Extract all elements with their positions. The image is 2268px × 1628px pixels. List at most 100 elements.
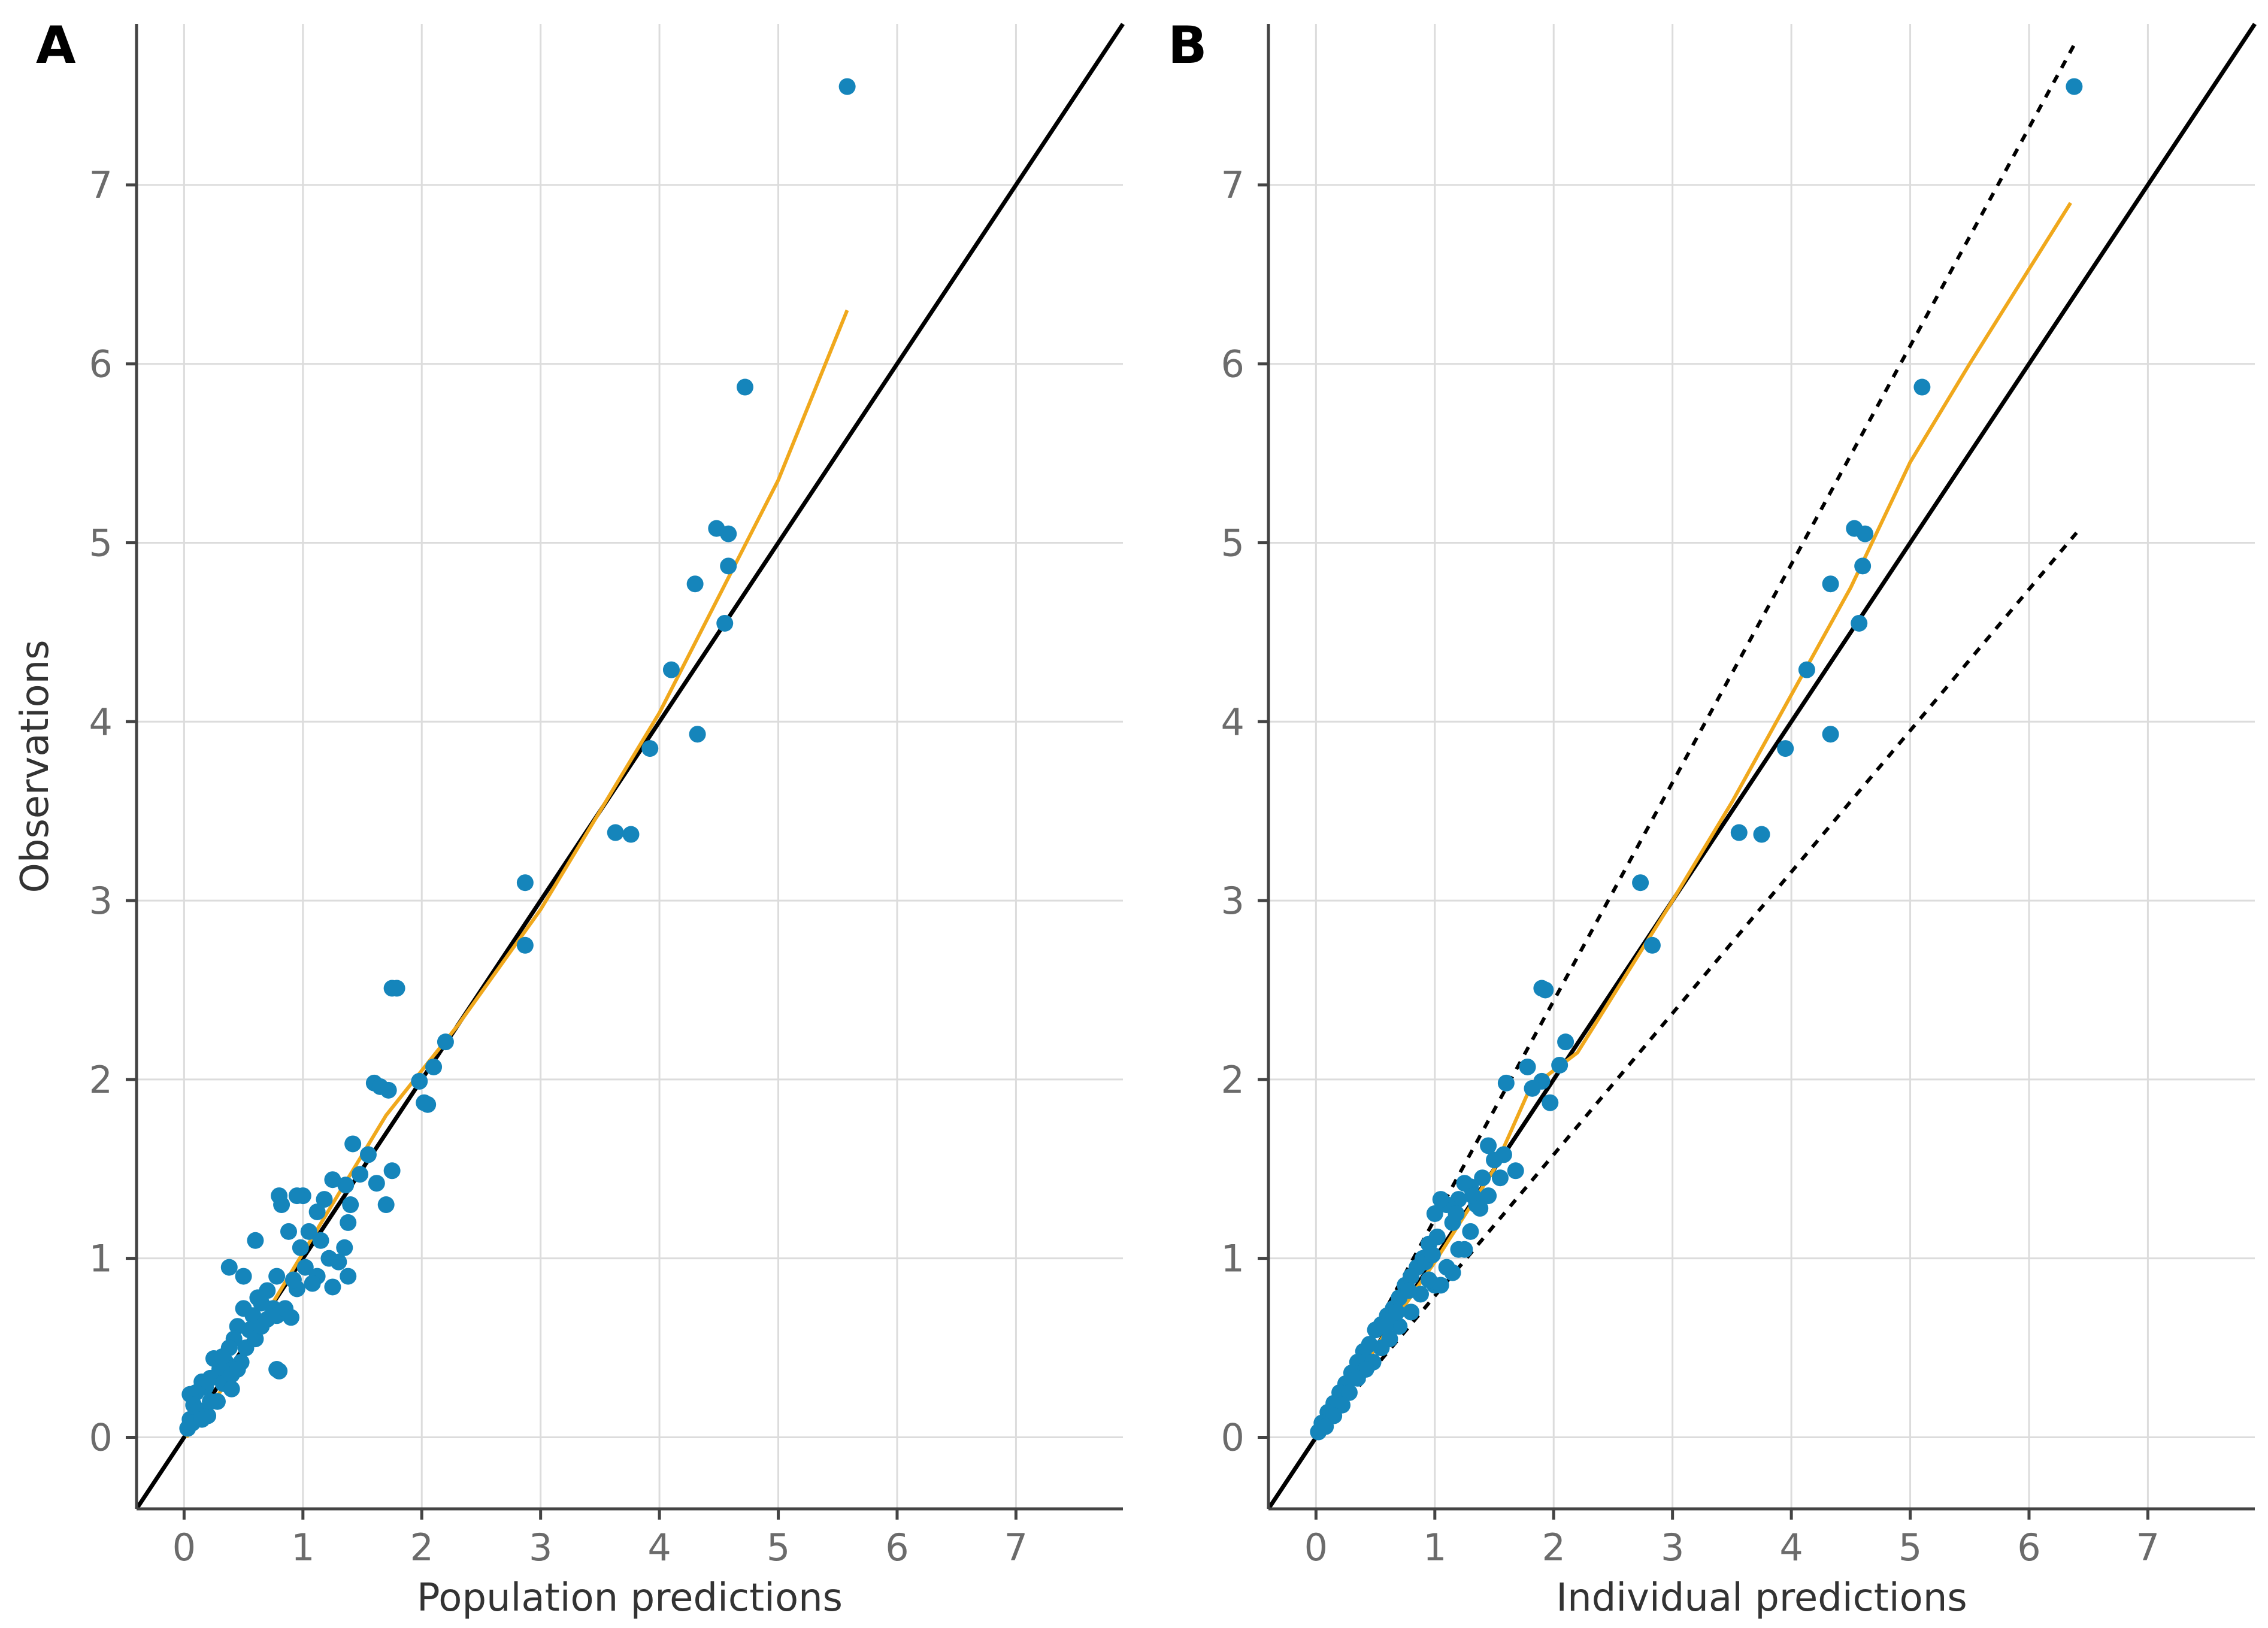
data-point (296, 1259, 314, 1276)
data-point (352, 1166, 369, 1183)
data-point (340, 1268, 357, 1285)
data-point (411, 1072, 428, 1090)
data-point (716, 614, 734, 632)
data-point (235, 1300, 252, 1317)
y-tick-label: 0 (89, 1415, 113, 1459)
data-point (1448, 1205, 1465, 1222)
data-point (1777, 740, 1794, 757)
data-point (380, 1081, 397, 1099)
data-point (1486, 1151, 1503, 1169)
panel-b-y-tick-labels: 0 1 2 3 4 5 6 7 (1221, 163, 1244, 1460)
data-point (1753, 826, 1770, 843)
data-point (1373, 1339, 1390, 1357)
data-point (1424, 1246, 1441, 1263)
data-point (1542, 1094, 1559, 1111)
y-tick-label: 4 (1221, 700, 1244, 744)
data-point (720, 557, 737, 575)
data-point (273, 1196, 290, 1214)
data-point (1340, 1384, 1358, 1401)
data-point (425, 1058, 443, 1075)
x-tick-label: 3 (1661, 1526, 1684, 1569)
data-point (1349, 1369, 1366, 1387)
data-point (1428, 1228, 1446, 1245)
data-point (419, 1096, 437, 1113)
data-point (641, 740, 659, 757)
data-point (686, 575, 704, 593)
data-point (1632, 874, 1649, 892)
x-tick-label: 6 (885, 1526, 909, 1569)
data-point (337, 1177, 355, 1194)
data-point (247, 1330, 264, 1348)
data-point (336, 1239, 353, 1256)
x-tick-label: 2 (410, 1526, 434, 1569)
data-point (1456, 1175, 1473, 1192)
lower-ci-line (1315, 531, 2078, 1439)
data-point (1497, 1074, 1515, 1092)
upper-ci-line (1314, 40, 2078, 1438)
y-tick-label: 3 (89, 879, 113, 923)
panel-a-x-tick-labels: 0 1 2 3 4 5 6 7 (172, 1526, 1028, 1569)
data-point (1474, 1169, 1491, 1187)
data-point (516, 936, 534, 954)
panel-a-y-tick-labels: 0 1 2 3 4 5 6 7 (89, 163, 113, 1460)
data-point (213, 1348, 231, 1366)
panel-a-gridlines (137, 24, 1123, 1509)
panel-a-points (179, 78, 856, 1437)
data-point (689, 726, 706, 743)
panel-b-x-axis-label: Individual predictions (1556, 1576, 1967, 1620)
data-point (1317, 1418, 1334, 1435)
x-tick-label: 1 (1423, 1526, 1446, 1569)
data-point (1432, 1191, 1449, 1208)
data-point (736, 378, 753, 396)
y-tick-label: 5 (89, 522, 113, 565)
data-point (1857, 525, 1874, 542)
data-point (268, 1360, 286, 1378)
y-tick-label: 6 (1221, 342, 1244, 386)
data-point (202, 1393, 219, 1410)
data-point (1798, 661, 1815, 678)
data-point (1480, 1137, 1497, 1154)
data-point (1557, 1033, 1574, 1051)
x-tick-label: 5 (767, 1526, 790, 1569)
data-point (324, 1278, 341, 1296)
y-tick-label: 7 (1221, 163, 1244, 207)
data-point (1524, 1080, 1541, 1097)
data-point (388, 980, 405, 997)
data-point (342, 1196, 359, 1214)
data-point (622, 826, 640, 843)
y-tick-label: 4 (89, 700, 113, 744)
data-point (1391, 1318, 1408, 1335)
data-point (223, 1380, 240, 1397)
data-point (300, 1223, 317, 1240)
data-point (235, 1268, 252, 1285)
data-point (1462, 1223, 1479, 1240)
panel-b: B 0 1 2 3 4 5 6 7 0 1 2 3 4 5 6 7 Indivi… (1168, 16, 2257, 1620)
x-tick-label: 4 (647, 1526, 671, 1569)
data-point (1851, 614, 1868, 632)
data-point (1913, 378, 1931, 396)
data-point (383, 1162, 401, 1180)
y-tick-label: 7 (89, 163, 113, 207)
data-point (1400, 1282, 1418, 1299)
data-point (316, 1191, 333, 1208)
data-point (1480, 1187, 1497, 1205)
data-point (1491, 1169, 1509, 1187)
data-point (437, 1033, 454, 1051)
data-point (720, 525, 737, 542)
y-tick-label: 1 (1221, 1237, 1244, 1281)
data-point (1551, 1056, 1568, 1074)
data-point (282, 1309, 299, 1326)
x-tick-label: 5 (1898, 1526, 1922, 1569)
data-point (1854, 557, 1872, 575)
data-point (308, 1203, 326, 1220)
panel-b-points (1310, 78, 2083, 1441)
x-tick-label: 0 (1304, 1526, 1328, 1569)
data-point (304, 1275, 321, 1292)
data-point (288, 1187, 305, 1205)
data-point (1471, 1200, 1489, 1217)
data-point (1643, 936, 1661, 954)
data-point (607, 824, 624, 841)
data-point (1822, 726, 1839, 743)
data-point (1464, 1187, 1482, 1205)
